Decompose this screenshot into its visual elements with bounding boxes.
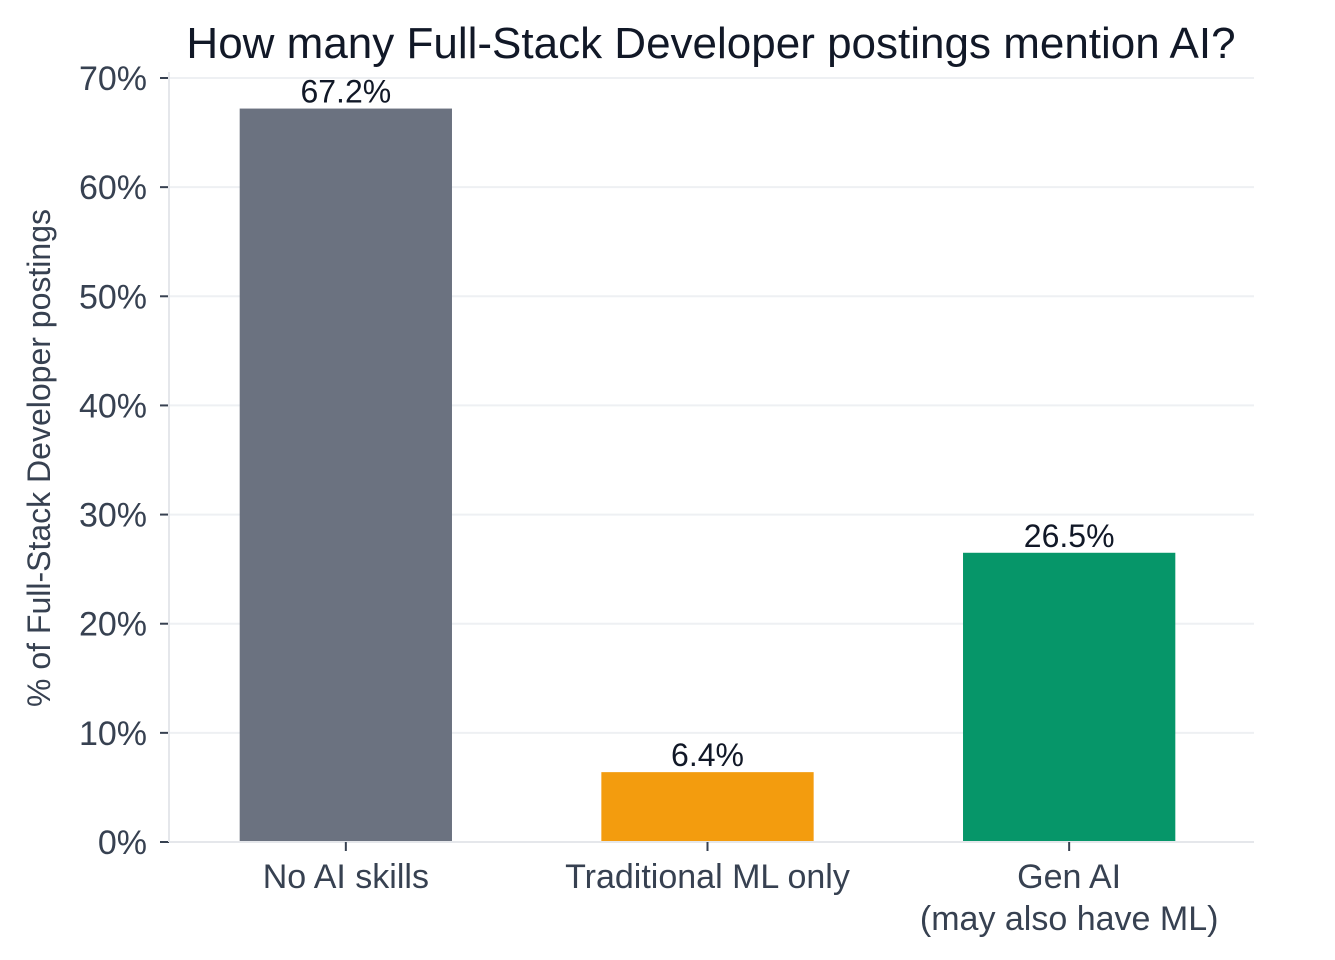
y-tick-label: 30% bbox=[79, 497, 147, 535]
y-tick-label: 10% bbox=[79, 715, 147, 753]
x-tick-label: No AI skills bbox=[263, 858, 429, 896]
labels: 0% 10% 20% 30% 40% 50% 60% 70% 67.2% No AI skills… bbox=[79, 60, 1219, 938]
bars bbox=[239, 108, 1176, 842]
axes bbox=[160, 72, 1254, 851]
bar bbox=[963, 552, 1176, 842]
bar-value-label: 67.2% bbox=[300, 74, 391, 110]
bar bbox=[601, 772, 814, 842]
y-tick-label: 50% bbox=[79, 278, 147, 316]
x-tick-label: Traditional ML only bbox=[565, 858, 850, 896]
bar bbox=[239, 108, 452, 842]
y-tick-label: 20% bbox=[79, 606, 147, 644]
y-tick-label: 0% bbox=[98, 824, 147, 862]
bar-value-label: 6.4% bbox=[671, 737, 744, 773]
y-axis-label: % of Full-Stack Developer postings bbox=[21, 209, 57, 707]
y-tick-label: 70% bbox=[79, 60, 147, 98]
x-tick-label: (may also have ML) bbox=[920, 900, 1219, 938]
x-tick-label: Gen AI bbox=[1017, 858, 1121, 896]
y-tick-label: 40% bbox=[79, 387, 147, 425]
y-tick-label: 60% bbox=[79, 169, 147, 207]
chart-title: How many Full-Stack Developer postings m… bbox=[186, 19, 1235, 68]
bar-value-label: 26.5% bbox=[1024, 518, 1115, 554]
